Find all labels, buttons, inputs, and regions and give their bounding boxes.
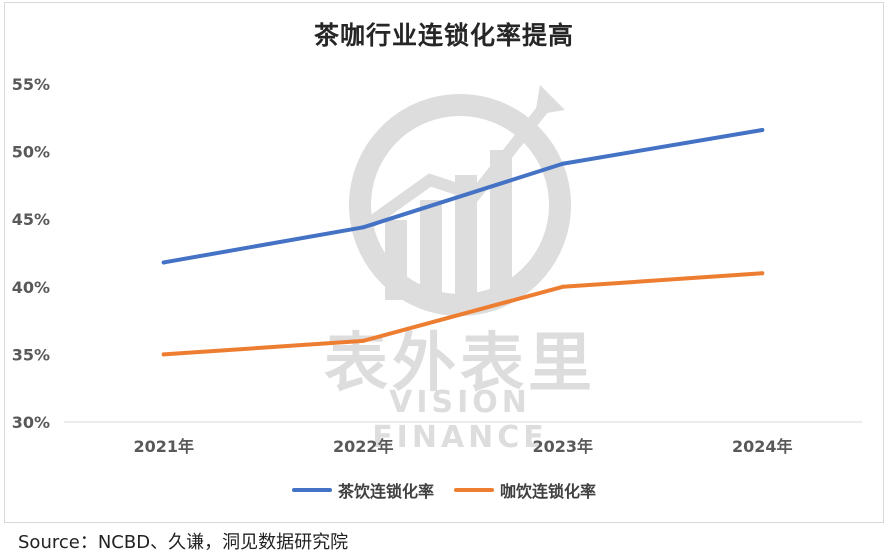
data-point	[760, 271, 765, 276]
y-tick-label: 45%	[12, 210, 50, 229]
data-point	[760, 127, 765, 132]
y-tick-label: 55%	[12, 75, 50, 94]
chart-title: 茶咖行业连锁化率提高	[313, 21, 574, 50]
series-line-1	[161, 271, 765, 357]
data-point	[560, 284, 565, 289]
data-point	[361, 338, 366, 343]
x-tick-label: 2024年	[732, 437, 793, 456]
y-tick-label: 40%	[12, 278, 50, 297]
data-point	[361, 225, 366, 230]
legend: 茶饮连锁化率 咖饮连锁化率	[0, 478, 888, 502]
data-point	[161, 352, 166, 357]
data-point	[161, 260, 166, 265]
legend-label: 茶饮连锁化率	[337, 482, 434, 501]
x-tick-label: 2022年	[333, 437, 394, 456]
source-note: Source：NCBD、久谦，洞见数据研究院	[18, 532, 349, 553]
legend-item: 咖饮连锁化率	[454, 478, 596, 502]
legend-label: 咖饮连锁化率	[500, 482, 597, 501]
legend-item: 茶饮连锁化率	[291, 478, 434, 502]
legend-swatch	[291, 488, 332, 492]
x-tick-label: 2021年	[133, 437, 194, 456]
legend-swatch	[454, 488, 494, 492]
chart-frame	[4, 2, 884, 523]
x-tick-label: 2023年	[532, 437, 593, 456]
y-tick-label: 50%	[12, 143, 50, 162]
series-line-0	[161, 127, 765, 265]
data-point	[560, 161, 565, 166]
y-tick-label: 35%	[12, 345, 50, 364]
y-tick-label: 30%	[12, 413, 50, 432]
